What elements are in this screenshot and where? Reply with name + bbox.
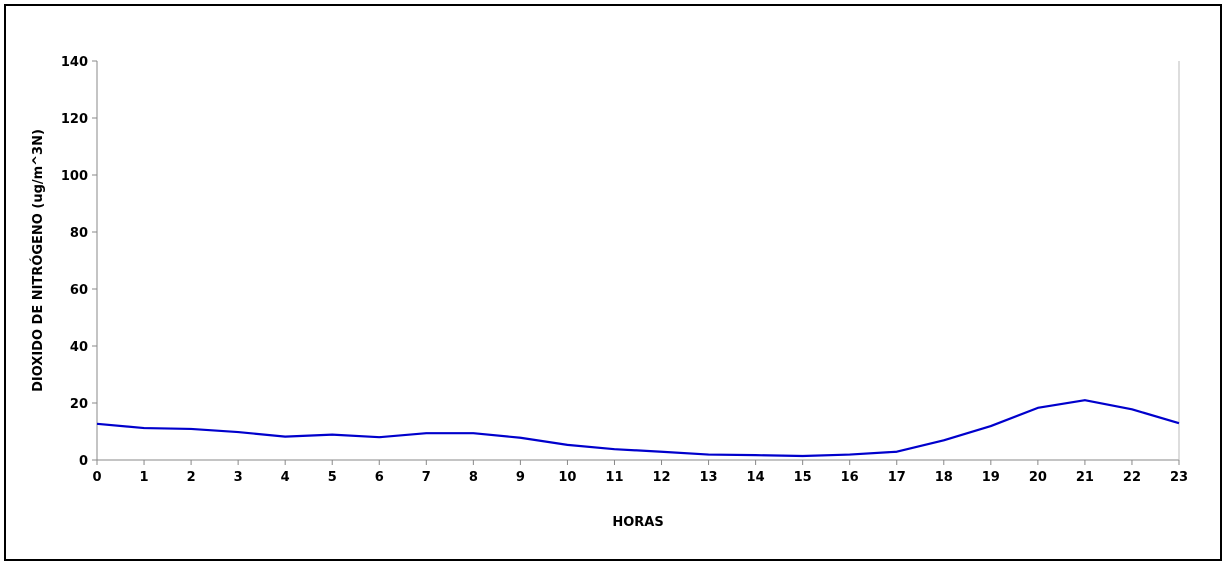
x-axis-title: HORAS [612,515,663,530]
x-tick-label: 10 [558,470,576,485]
x-tick-label: 4 [281,470,290,485]
series-layer [96,399,1180,458]
x-tick-label: 21 [1076,470,1094,485]
x-tick-label: 19 [982,470,1000,485]
x-tick-label: 6 [375,470,384,485]
series-line [96,399,1180,458]
x-tick-label: 22 [1123,470,1141,485]
x-tick-label: 13 [700,470,718,485]
x-tick-label: 8 [469,470,478,485]
x-tick-label: 2 [187,470,196,485]
x-tick-label: 5 [328,470,337,485]
x-tick-label: 20 [1029,470,1047,485]
y-tick-label: 40 [70,340,88,355]
x-tick-label: 0 [92,470,101,485]
y-tick-label: 100 [61,169,88,184]
x-tick-label: 23 [1170,470,1188,485]
x-tick-label: 9 [516,470,525,485]
x-tick-label: 14 [747,470,765,485]
x-tick-label: 1 [140,470,149,485]
x-tick-label: 12 [652,470,670,485]
x-tick-label: 17 [888,470,906,485]
x-tick-label: 3 [234,470,243,485]
y-tick-label: 120 [61,112,88,127]
y-axis-title: DIOXIDO DE NITRÓGENO (ug/m^3N) [30,129,46,392]
y-tick-label: 20 [70,397,88,412]
y-tick-label: 60 [70,283,88,298]
y-ticks: 0 20 40 60 80 100 120 140 [61,55,97,469]
x-tick-label: 7 [422,470,431,485]
x-tick-label: 15 [794,470,812,485]
y-tick-label: 0 [79,454,88,469]
x-tick-label: 11 [605,470,623,485]
x-tick-label: 16 [841,470,859,485]
y-tick-label: 140 [61,55,88,70]
x-tick-label: 18 [935,470,953,485]
x-ticks: 0 1 2 3 4 5 6 7 8 9 10 11 12 13 14 15 16 17 18 19 20 21 22 23 [92,460,1188,485]
axes [96,61,1180,461]
y-tick-label: 80 [70,226,88,241]
chart-frame: 0 20 40 60 80 100 120 140 0 1 2 3 4 5 6 7 8 9 10 11 12 13 14 1… [4,4,1222,561]
